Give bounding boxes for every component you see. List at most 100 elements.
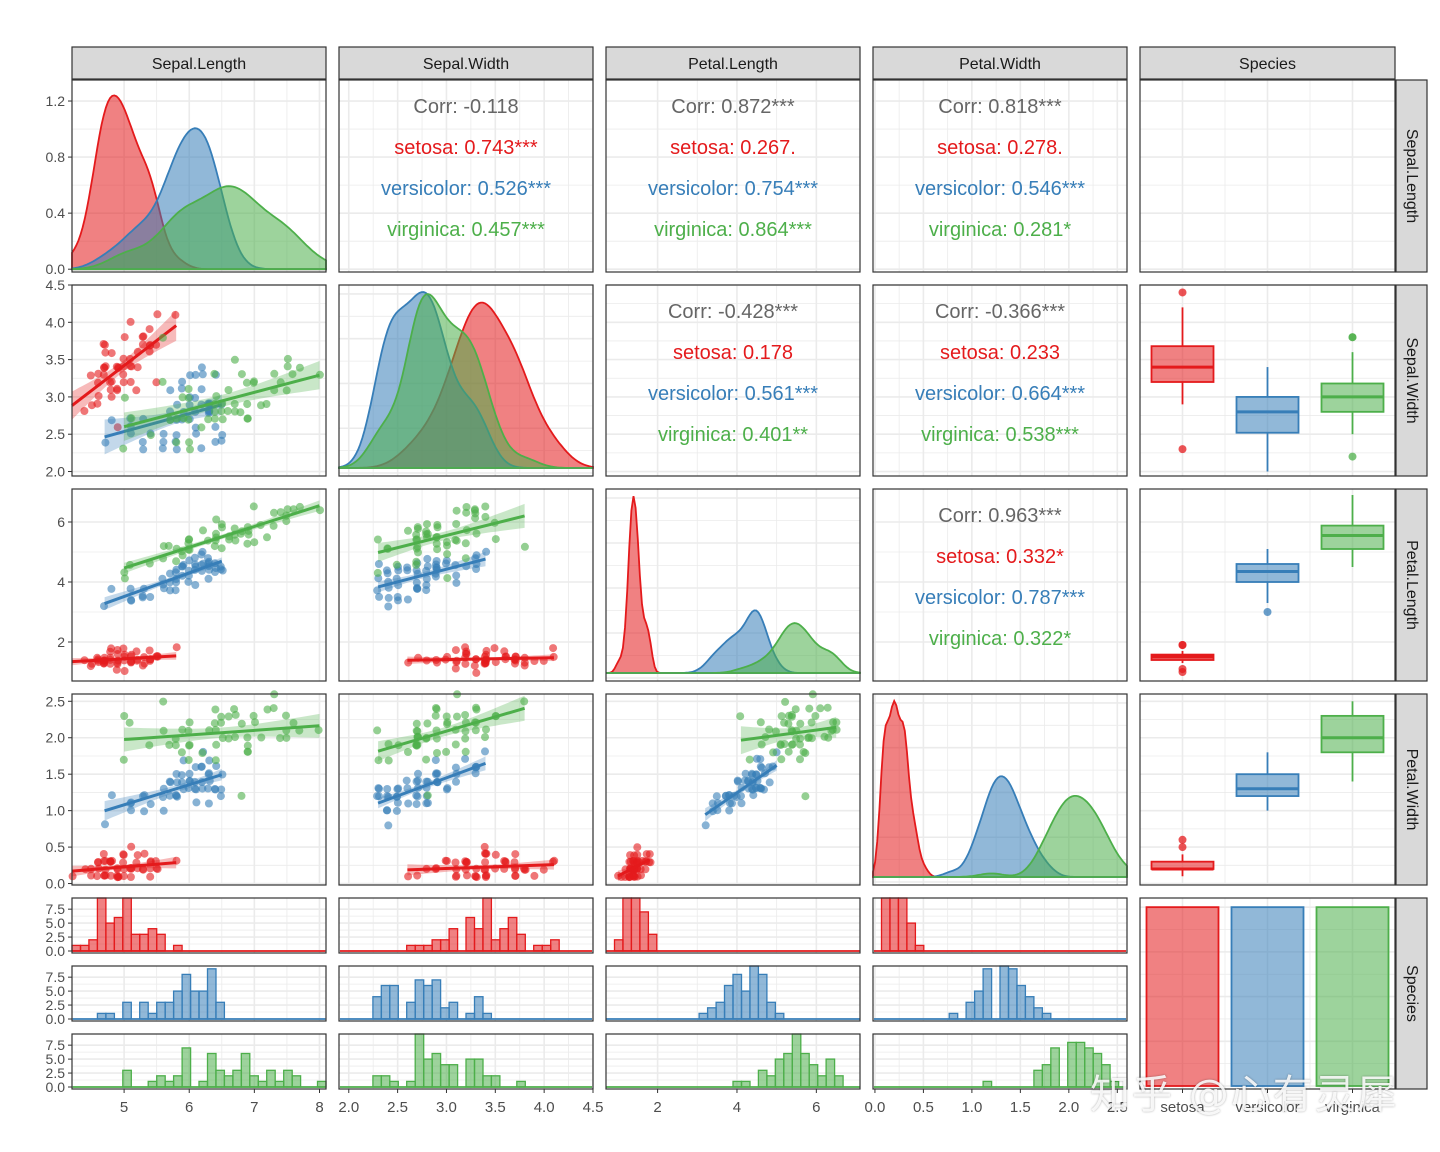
histogram-bar — [1007, 968, 1018, 1020]
point-virginica — [765, 725, 774, 734]
regression-line-versicolor — [377, 557, 486, 589]
point-setosa — [511, 871, 520, 880]
point-versicolor — [217, 436, 226, 445]
point-versicolor — [756, 762, 765, 771]
point-versicolor — [752, 783, 761, 792]
x-tick-label: versicolor — [1235, 1099, 1299, 1116]
histogram-bar — [732, 973, 743, 1020]
boxplot-box — [1320, 714, 1385, 754]
point-virginica — [283, 505, 292, 514]
point-versicolor — [422, 575, 431, 583]
point-setosa — [99, 850, 108, 858]
panel-border — [872, 79, 1128, 273]
histogram-bar — [1067, 1041, 1077, 1088]
point-virginica — [179, 414, 188, 423]
point-virginica — [433, 521, 442, 529]
y-tick-label: 0.0 — [46, 876, 66, 892]
point-virginica — [796, 719, 805, 728]
panel-r2-c5 — [1139, 284, 1396, 477]
point-virginica — [210, 407, 219, 416]
histogram-bar — [465, 916, 476, 952]
panel-r1-c2: Corr: -0.118 setosa: 0.743*** versicolor: … — [338, 79, 594, 273]
regression-line-versicolor — [104, 559, 223, 606]
point-virginica — [257, 401, 265, 410]
point-setosa — [112, 665, 121, 674]
point-virginica — [414, 548, 422, 557]
histogram-bar — [105, 922, 116, 952]
panel-border — [1139, 693, 1396, 886]
panel-border — [71, 488, 327, 682]
histogram-sepal-width-virginica — [338, 1033, 594, 1090]
histogram-bar — [431, 979, 442, 1020]
corr-setosa: setosa: 0.178 — [673, 342, 793, 364]
panel-species-counts — [1139, 897, 1396, 1090]
x-axis-species: setosa versicolor virginica — [1160, 1089, 1381, 1116]
histogram-bar — [1033, 1069, 1044, 1088]
point-versicolor — [211, 422, 220, 431]
point-setosa — [510, 858, 519, 867]
species-count-bar-versicolor — [1230, 906, 1305, 1087]
point-setosa — [99, 370, 108, 379]
point-virginica — [230, 524, 239, 533]
y-tick-label: 1.5 — [46, 766, 66, 782]
histogram-bar — [482, 897, 493, 952]
point-setosa — [481, 849, 489, 858]
row-strip-sepal-length: Sepal.Length — [1395, 79, 1428, 273]
point-versicolor — [423, 554, 432, 563]
x-axis-petal-length: 2 4 6 — [653, 1089, 821, 1116]
point-virginica — [314, 726, 323, 735]
point-versicolor — [190, 553, 199, 562]
point-virginica — [218, 523, 226, 532]
strip-label: Petal.Length — [1403, 540, 1420, 630]
point-versicolor — [461, 754, 470, 763]
histogram-bar — [906, 922, 917, 952]
point-virginica — [230, 407, 239, 416]
point-setosa — [472, 668, 481, 677]
panel-r3-c3 — [605, 488, 861, 682]
point-virginica — [237, 370, 246, 379]
histogram-bar — [800, 1052, 810, 1088]
point-virginica — [158, 333, 167, 342]
histogram-bar — [172, 1075, 183, 1088]
histogram-bar — [439, 1007, 450, 1020]
point-virginica — [771, 727, 780, 736]
point-setosa — [119, 370, 128, 379]
regression-line-setosa — [71, 324, 178, 407]
point-versicolor — [178, 778, 186, 787]
panel-r3-c2 — [338, 488, 594, 682]
corr-virginica: virginica: 0.457*** — [387, 219, 545, 241]
point-virginica — [807, 718, 816, 727]
point-versicolor — [107, 791, 116, 800]
histogram-bar — [206, 1052, 217, 1088]
y-tick-label: 0.0 — [46, 1011, 66, 1027]
point-virginica — [159, 726, 168, 735]
point-virginica — [251, 718, 259, 727]
point-versicolor — [204, 574, 213, 583]
point-virginica — [404, 748, 412, 756]
point-virginica — [384, 756, 393, 765]
histogram-bar — [1075, 1041, 1086, 1088]
strip-label: Sepal.Width — [423, 56, 509, 73]
point-versicolor — [374, 560, 383, 568]
point-setosa — [138, 340, 147, 349]
point-virginica — [482, 725, 490, 734]
point-versicolor — [191, 784, 199, 793]
point-virginica — [784, 711, 793, 720]
point-versicolor — [375, 792, 383, 801]
x-tick-label: 6 — [812, 1099, 820, 1116]
point-versicolor — [402, 776, 411, 785]
y-tick-label: 0.0 — [46, 1079, 66, 1095]
histogram-bar — [465, 1058, 476, 1088]
point-virginica — [171, 741, 180, 750]
histogram-bar — [406, 944, 416, 952]
histogram-bar — [1016, 984, 1027, 1020]
histogram-bar — [71, 944, 82, 952]
point-versicolor — [198, 784, 207, 793]
point-setosa — [132, 386, 141, 395]
point-versicolor — [126, 584, 135, 593]
point-setosa — [153, 310, 162, 319]
point-virginica — [412, 741, 421, 750]
histogram-bar — [156, 1001, 166, 1020]
point-virginica — [745, 755, 754, 764]
histogram-bar — [448, 928, 459, 952]
